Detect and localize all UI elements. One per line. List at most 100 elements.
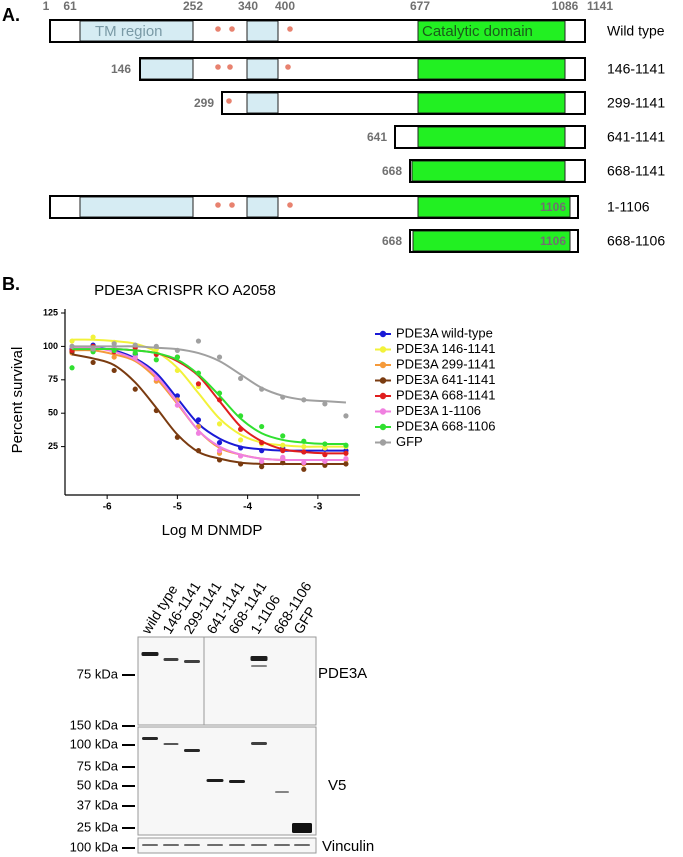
- data-point: [237, 453, 244, 459]
- data-point: [195, 370, 202, 376]
- data-point: [174, 402, 180, 408]
- data-point: [216, 439, 223, 446]
- construct-outline: [49, 195, 579, 219]
- data-point: [322, 462, 328, 468]
- start-label: 146: [111, 62, 131, 76]
- data-point: [343, 450, 349, 456]
- legend-swatch: [379, 439, 387, 446]
- site-dot: [285, 64, 291, 70]
- data-point: [343, 461, 349, 467]
- marker-label: 150 kDa: [70, 717, 119, 732]
- end-label: 1106: [540, 200, 566, 214]
- band: [163, 658, 179, 661]
- data-point: [301, 460, 307, 466]
- y-tick-label: 75: [48, 374, 58, 384]
- data-point: [174, 393, 180, 399]
- band: [294, 844, 310, 846]
- site-dot: [287, 202, 293, 208]
- construct-name: 668-1141: [607, 163, 665, 179]
- data-point: [322, 458, 328, 464]
- site-dot: [287, 26, 293, 32]
- site-dot: [229, 26, 235, 32]
- blot-frame: [137, 837, 317, 854]
- data-point: [153, 357, 159, 363]
- data-point: [237, 426, 244, 432]
- residue-label: 252: [183, 0, 203, 13]
- data-point: [69, 365, 75, 371]
- data-point: [153, 343, 159, 349]
- tm-segment: [246, 196, 279, 218]
- data-point: [174, 367, 180, 374]
- marker-label: 25 kDa: [77, 819, 119, 834]
- tm-segment: [79, 196, 194, 218]
- band: [184, 660, 200, 663]
- data-point: [195, 381, 202, 387]
- data-point: [174, 347, 180, 354]
- data-point: [111, 367, 117, 374]
- construct-name: 1-1106: [607, 199, 650, 215]
- band: [292, 823, 312, 833]
- data-point: [216, 457, 223, 463]
- tm-segment: [246, 58, 279, 80]
- site-dot: [229, 202, 235, 208]
- data-point: [216, 354, 223, 360]
- data-point: [195, 430, 202, 436]
- tm-segment: [246, 20, 279, 42]
- data-point: [174, 354, 180, 360]
- site-dot: [227, 64, 233, 70]
- data-point: [111, 347, 117, 354]
- data-point: [111, 354, 117, 360]
- data-point: [322, 452, 328, 458]
- end-label: 1106: [540, 234, 566, 248]
- legend-label: PDE3A 641-1141: [396, 372, 496, 387]
- x-tick-label: -6: [103, 502, 112, 513]
- band: [229, 780, 245, 783]
- residue-label: 1: [43, 0, 50, 13]
- band: [142, 844, 158, 846]
- data-point: [153, 375, 159, 382]
- x-axis-title: Log M DNMDP: [162, 522, 263, 539]
- data-point: [343, 456, 349, 462]
- data-point: [259, 458, 265, 464]
- data-point: [343, 442, 349, 448]
- construct-outline: [49, 19, 586, 43]
- construct-name: 299-1141: [607, 95, 665, 111]
- data-point: [174, 434, 180, 440]
- protein-label: Vinculin: [322, 838, 374, 855]
- data-point: [259, 464, 265, 470]
- data-point: [195, 417, 202, 423]
- data-point: [280, 448, 286, 454]
- data-point: [280, 442, 286, 448]
- chart-title: PDE3A CRISPR KO A2058: [94, 282, 276, 299]
- catalytic-domain: [411, 160, 566, 182]
- residue-label: 400: [275, 0, 295, 13]
- data-point: [301, 449, 307, 455]
- band: [141, 652, 159, 656]
- band: [250, 656, 268, 661]
- marker-label: 75 kDa: [77, 666, 119, 681]
- residue-label: 677: [410, 0, 430, 13]
- legend-swatch: [379, 377, 387, 384]
- band: [163, 844, 179, 846]
- data-point: [132, 350, 138, 356]
- band: [206, 779, 224, 782]
- legend-label: GFP: [396, 434, 423, 449]
- y-tick-label: 100: [43, 341, 58, 351]
- legend-swatch: [379, 330, 387, 338]
- data-point: [280, 394, 286, 400]
- band: [142, 737, 158, 740]
- legend-swatch: [379, 392, 387, 400]
- protein-label: PDE3A: [318, 665, 367, 682]
- data-point: [322, 401, 328, 407]
- legend-label: PDE3A wild-type: [396, 325, 493, 340]
- legend-label: PDE3A 668-1106: [396, 418, 496, 433]
- data-point: [259, 386, 265, 392]
- band: [163, 743, 179, 745]
- tm-segment: [246, 92, 279, 114]
- legend-swatch: [379, 346, 387, 353]
- start-label: 641: [367, 130, 387, 144]
- legend-label: PDE3A 299-1141: [396, 356, 496, 371]
- data-point: [69, 343, 75, 349]
- blot-frame: [137, 636, 317, 726]
- data-point: [280, 460, 286, 466]
